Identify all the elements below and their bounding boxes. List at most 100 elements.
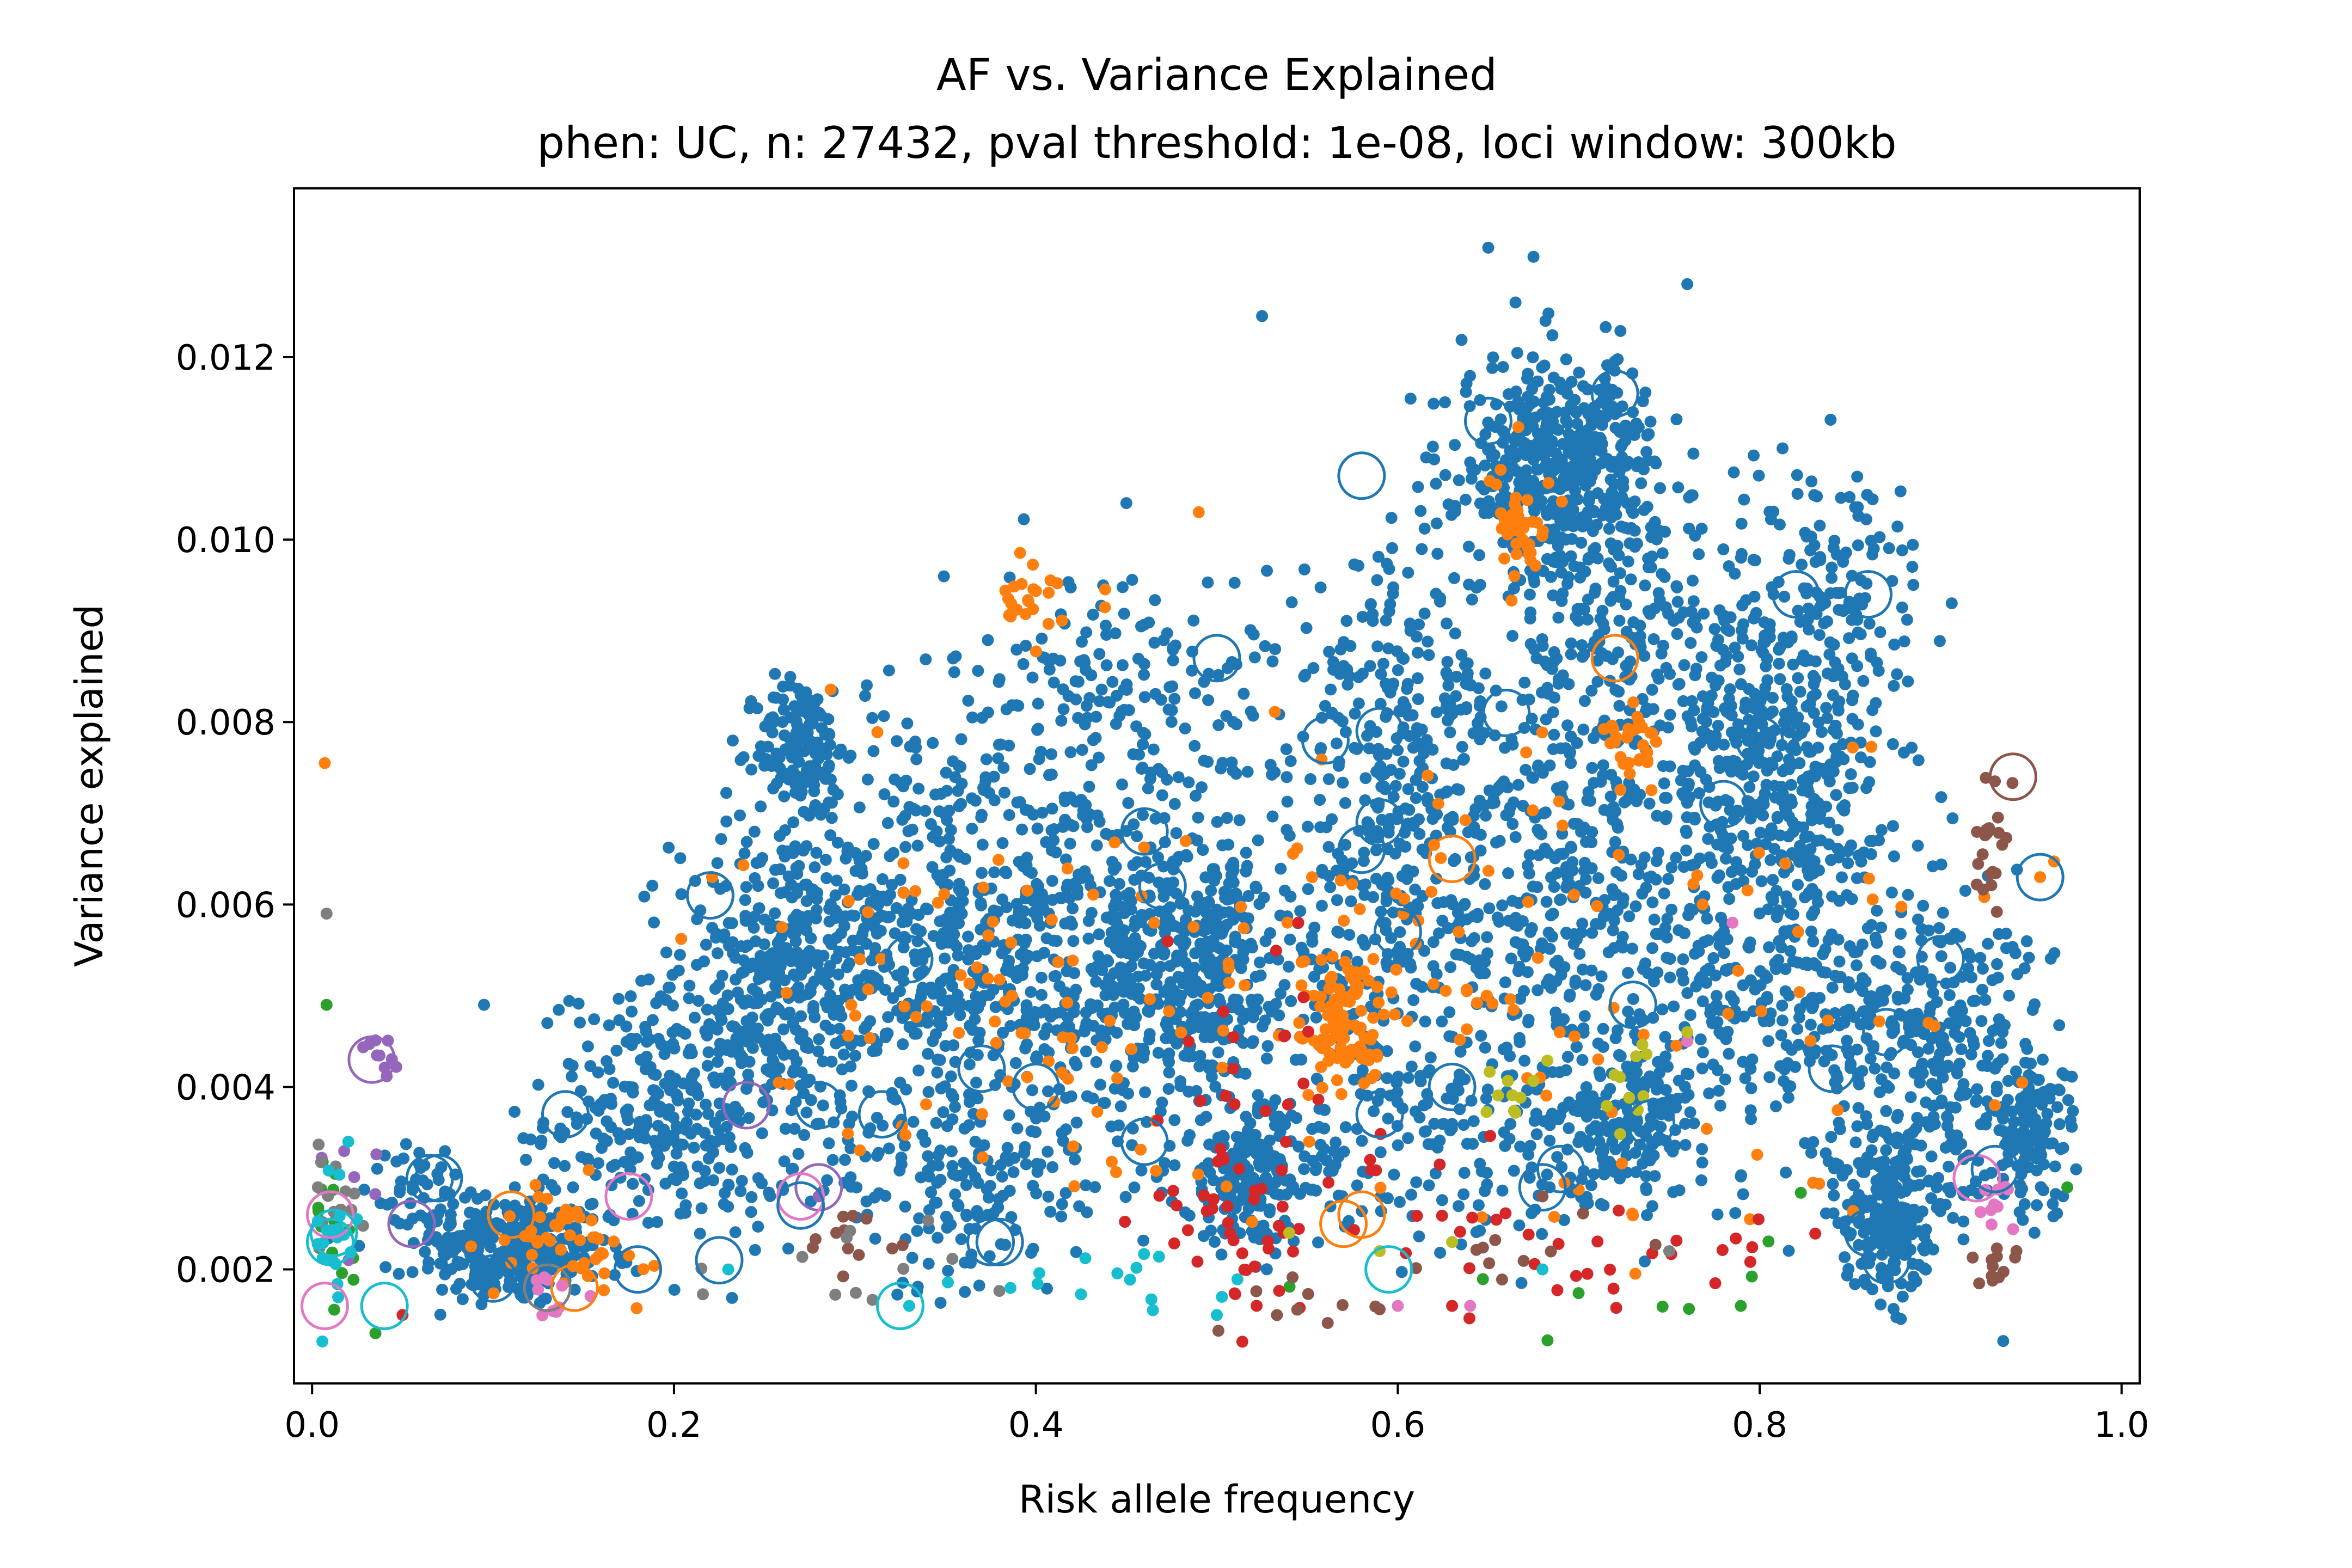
data-point [940,767,952,779]
data-point [1645,1119,1657,1132]
data-point [1183,776,1195,788]
data-point [597,1132,610,1145]
data-point [663,841,675,854]
data-point [1902,889,1914,901]
data-point [1552,611,1565,624]
data-point [1832,705,1845,717]
data-point [702,1108,714,1120]
data-point [1040,836,1052,848]
data-point [826,797,838,809]
data-point [1781,896,1793,909]
data-point [1137,1051,1149,1064]
data-point [1615,869,1628,882]
data-point [765,962,778,975]
data-point [716,970,728,982]
data-point [1777,787,1789,800]
data-point [677,1077,690,1089]
data-point [494,1218,506,1230]
data-point [1431,808,1443,820]
data-point [1072,712,1085,724]
data-point [1771,812,1784,824]
data-point [1137,1234,1150,1247]
data-point [716,997,729,1009]
data-point [1101,954,1113,966]
data-point [1933,635,1946,647]
data-point [1489,421,1502,433]
data-point [1248,651,1261,664]
data-point [1045,748,1057,761]
data-point [1460,703,1473,715]
data-point [574,1016,586,1029]
data-point [749,935,762,947]
data-point [553,1003,565,1016]
data-point [1710,990,1723,1002]
data-point [1557,669,1569,682]
data-point [1585,836,1598,849]
data-point [975,897,987,909]
data-point [1667,1186,1680,1198]
data-point [808,697,820,709]
data-point [777,1023,790,1036]
data-point [1717,543,1730,555]
data-point [1571,933,1583,946]
data-point [1266,768,1278,781]
data-point [1640,1151,1653,1163]
data-point [889,773,901,786]
data-point [616,1257,628,1269]
data-point [743,1112,755,1124]
data-point [1520,464,1533,476]
data-point [1094,1079,1107,1091]
data-point [1076,744,1088,756]
data-point [1423,649,1435,661]
data-point [1592,1037,1604,1050]
data-point [1285,995,1297,1007]
data-point [1411,722,1423,734]
data-point [899,810,911,822]
data-point [603,1063,616,1075]
data-point [1179,936,1192,948]
data-point [1812,806,1824,818]
data-point [1312,1236,1324,1248]
data-point [1622,523,1634,535]
data-point [970,1076,982,1089]
data-point [819,854,832,866]
data-point [1679,1080,1691,1093]
data-point [1735,1169,1747,1181]
data-point [1080,700,1093,712]
data-point [1654,482,1666,494]
data-point [858,922,870,935]
data-point [731,1037,744,1049]
data-point [900,1083,912,1096]
data-point [1359,772,1372,785]
data-point [659,1178,672,1190]
data-point [754,963,767,975]
data-point [1718,947,1730,959]
data-point [694,1177,706,1190]
data-point [920,653,932,666]
data-point [962,695,975,707]
data-point [1656,568,1668,580]
data-point [1591,518,1603,531]
data-point [612,993,625,1005]
data-point [789,779,802,792]
data-point [1912,840,1924,852]
data-point [1192,811,1204,824]
data-point [572,997,585,1010]
data-point [1751,737,1763,750]
data-point [1348,742,1361,754]
data-point [1304,773,1316,785]
data-point [767,877,780,890]
data-point [1038,1028,1051,1041]
data-point [1735,517,1748,530]
data-point [1870,697,1882,709]
data-point [711,947,724,959]
data-point [1696,1046,1709,1058]
data-point [1205,941,1217,953]
data-point [864,883,877,896]
data-point [688,1141,700,1154]
data-point [1723,893,1736,905]
data-point [1621,794,1633,806]
data-point [726,1163,738,1176]
data-point [784,671,797,683]
data-point [620,1105,632,1118]
